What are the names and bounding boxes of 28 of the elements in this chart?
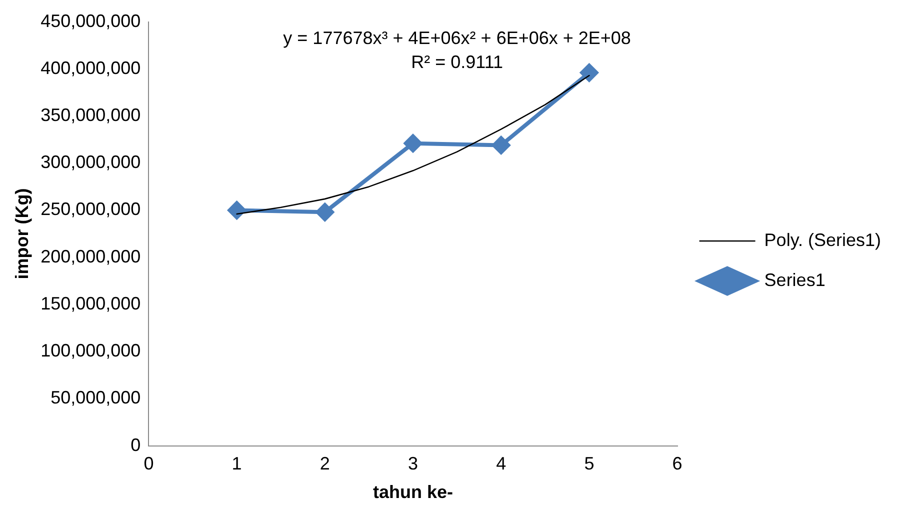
- annotation: y = 177678x³ + 4E+06x² + 6E+06x + 2E+08: [283, 28, 631, 48]
- y-tick-label: 450,000,000: [40, 10, 141, 31]
- x-tick-label: 3: [408, 454, 418, 474]
- y-tick-label: 300,000,000: [40, 152, 141, 172]
- y-tick-label: 100,000,000: [40, 340, 141, 361]
- legend-label: Series1: [764, 270, 826, 290]
- x-tick-label: 6: [672, 454, 682, 474]
- y-axis-title: impor (Kg): [12, 188, 32, 280]
- point: [228, 201, 246, 220]
- annotation: R² = 0.9111: [411, 52, 503, 72]
- point: [404, 134, 422, 152]
- y-tick-label: 200,000,000: [40, 246, 141, 266]
- point: [492, 136, 510, 154]
- y-tick-label: 400,000,000: [40, 58, 141, 78]
- legend-label: Poly. (Series1): [764, 230, 881, 250]
- y-tick-label: 250,000,000: [40, 199, 141, 220]
- x-axis-title: tahun ke-: [372, 482, 454, 502]
- x-tick-label: 5: [584, 454, 594, 474]
- y-tick-label: 350,000,000: [40, 104, 141, 125]
- point: [316, 203, 334, 222]
- x-tick-label: 0: [144, 454, 154, 474]
- x-tick-label: 2: [320, 454, 330, 474]
- x-tick-label: 4: [496, 454, 506, 474]
- x-tick-label: 1: [232, 454, 242, 474]
- y-tick-label: 150,000,000: [40, 293, 141, 314]
- point: [580, 64, 598, 82]
- y-tick-label: 0: [130, 434, 141, 455]
- y-tick-label: 50,000,000: [50, 388, 141, 408]
